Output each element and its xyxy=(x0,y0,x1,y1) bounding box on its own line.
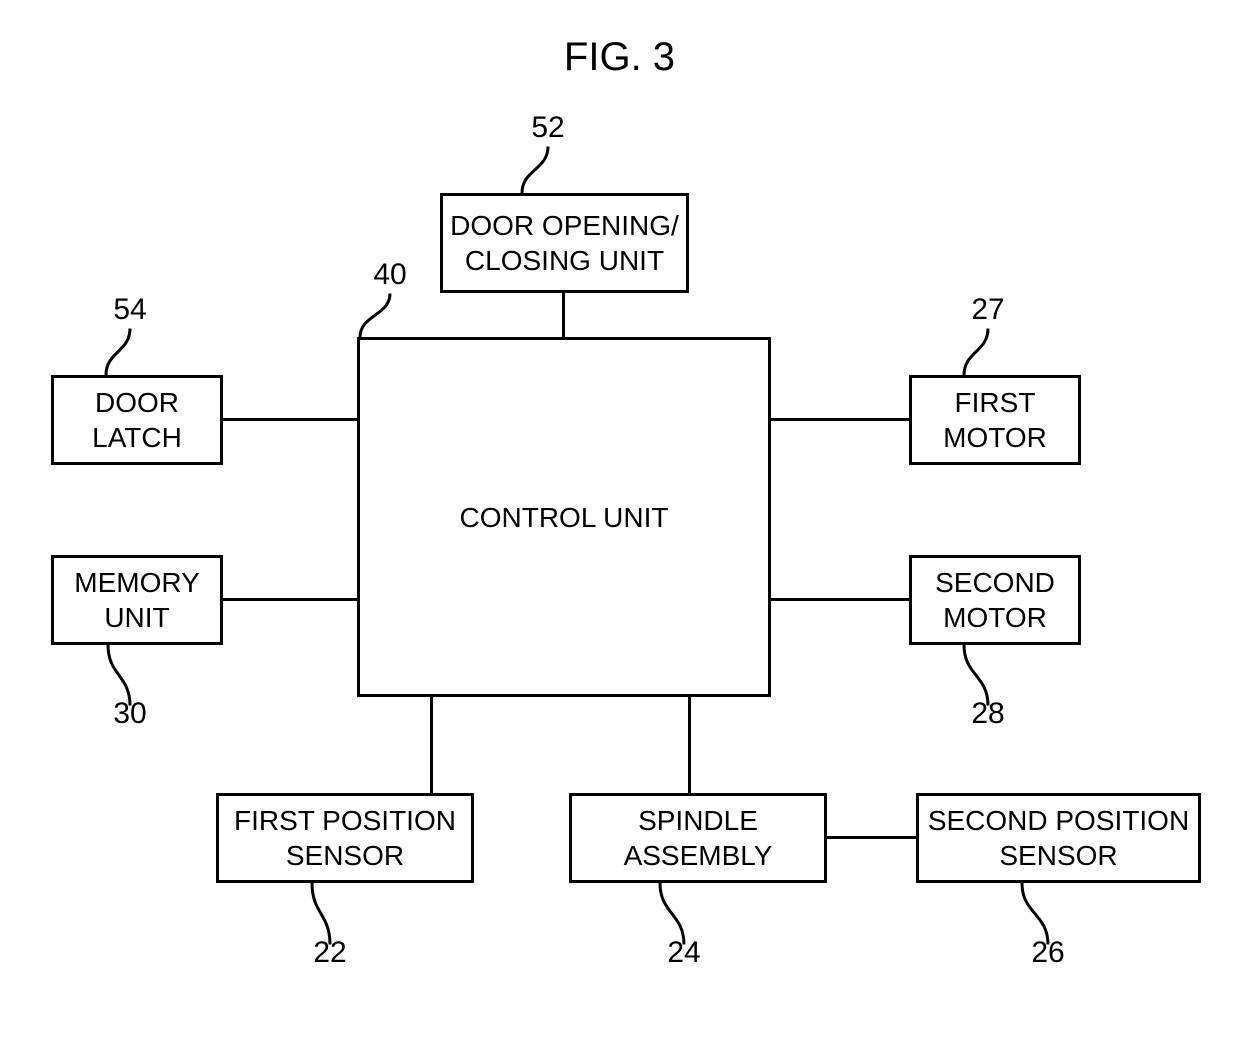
ref-first_motor: 27 xyxy=(963,293,1013,327)
first-motor-box: FIRSTMOTOR xyxy=(909,375,1081,465)
ref-door_latch: 54 xyxy=(105,293,155,327)
connector-line xyxy=(223,418,357,421)
ref-control_unit: 40 xyxy=(365,258,415,292)
door-latch-label: DOORLATCH xyxy=(92,385,182,455)
second-position-sensor-label: SECOND POSITIONSENSOR xyxy=(928,803,1189,873)
ref-door_unit: 52 xyxy=(523,111,573,145)
door-unit-label: DOOR OPENING/CLOSING UNIT xyxy=(450,208,679,278)
control-unit-label: CONTROL UNIT xyxy=(460,500,669,535)
spindle-assembly-box: SPINDLEASSEMBLY xyxy=(569,793,827,883)
figure-title: FIG. 3 xyxy=(0,35,1239,80)
first-motor-label: FIRSTMOTOR xyxy=(943,385,1047,455)
connector-line xyxy=(771,598,909,601)
connector-line xyxy=(223,598,357,601)
connector-line xyxy=(771,418,909,421)
door-latch-box: DOORLATCH xyxy=(51,375,223,465)
connector-line xyxy=(827,836,916,839)
connector-line xyxy=(430,697,433,793)
first-position-sensor-label: FIRST POSITIONSENSOR xyxy=(234,803,456,873)
memory-unit-box: MEMORYUNIT xyxy=(51,555,223,645)
connector-line xyxy=(562,293,565,337)
first-position-sensor-box: FIRST POSITIONSENSOR xyxy=(216,793,474,883)
control-unit-box: CONTROL UNIT xyxy=(357,337,771,697)
connector-line xyxy=(688,697,691,793)
second-position-sensor-box: SECOND POSITIONSENSOR xyxy=(916,793,1201,883)
spindle-assembly-label: SPINDLEASSEMBLY xyxy=(624,803,773,873)
second-motor-label: SECONDMOTOR xyxy=(935,565,1055,635)
second-motor-box: SECONDMOTOR xyxy=(909,555,1081,645)
door-unit-box: DOOR OPENING/CLOSING UNIT xyxy=(440,193,689,293)
memory-unit-label: MEMORYUNIT xyxy=(74,565,200,635)
ref-leader-second_pos xyxy=(0,0,1,1)
